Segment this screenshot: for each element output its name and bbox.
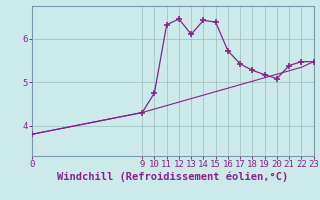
X-axis label: Windchill (Refroidissement éolien,°C): Windchill (Refroidissement éolien,°C): [57, 172, 288, 182]
